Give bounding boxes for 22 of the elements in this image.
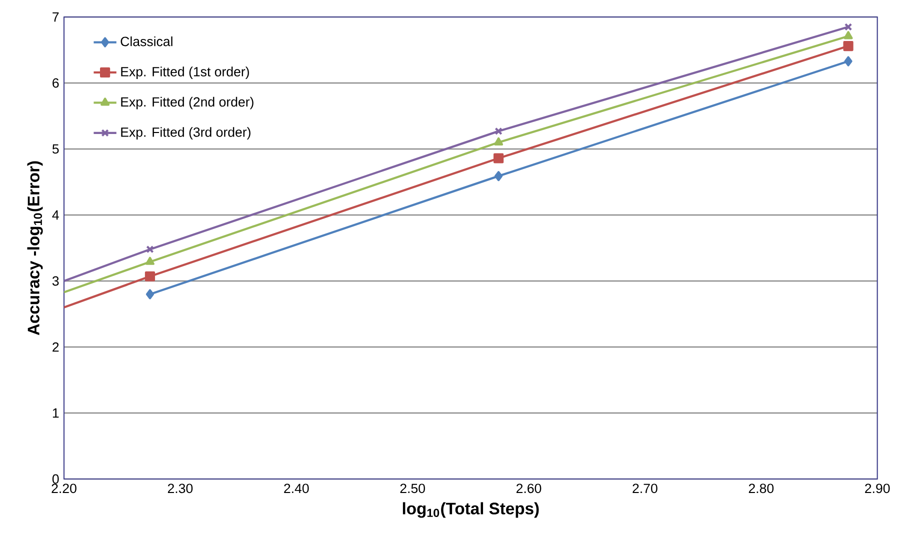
y-tick-label: 3 [52, 276, 59, 286]
x-tick-label: 2.30 [168, 484, 193, 494]
y-tick-label: 2 [52, 342, 59, 352]
y-tick-label: 5 [52, 144, 59, 154]
y-tick-label: 0 [52, 474, 59, 484]
legend-label: Exp. Fitted (1st order) [121, 66, 249, 80]
y-tick-label: 4 [52, 210, 59, 220]
x-tick-label: 2.40 [284, 484, 309, 494]
x-axis-title: log$_{10}$(Total Steps) [402, 502, 539, 518]
y-axis-title: Accuracy -log$_{10}$(Error) [27, 161, 43, 336]
x-tick-label: 2.50 [400, 484, 425, 494]
legend-label: Exp. Fitted (2nd order) [121, 96, 254, 110]
x-tick-label: 2.20 [52, 484, 76, 494]
x-tick-label: 2.70 [632, 484, 658, 494]
legend-label: Classical [120, 36, 172, 46]
y-tick-label: 7 [52, 12, 59, 22]
legend-label: Exp. Fitted (3rd order) [121, 127, 250, 140]
x-tick-label: 2.60 [516, 484, 542, 494]
y-tick-label: 6 [52, 78, 59, 88]
y-tick-label: 1 [52, 408, 59, 418]
x-tick-label: 2.80 [748, 484, 774, 494]
x-tick-label: 2.90 [865, 484, 890, 494]
